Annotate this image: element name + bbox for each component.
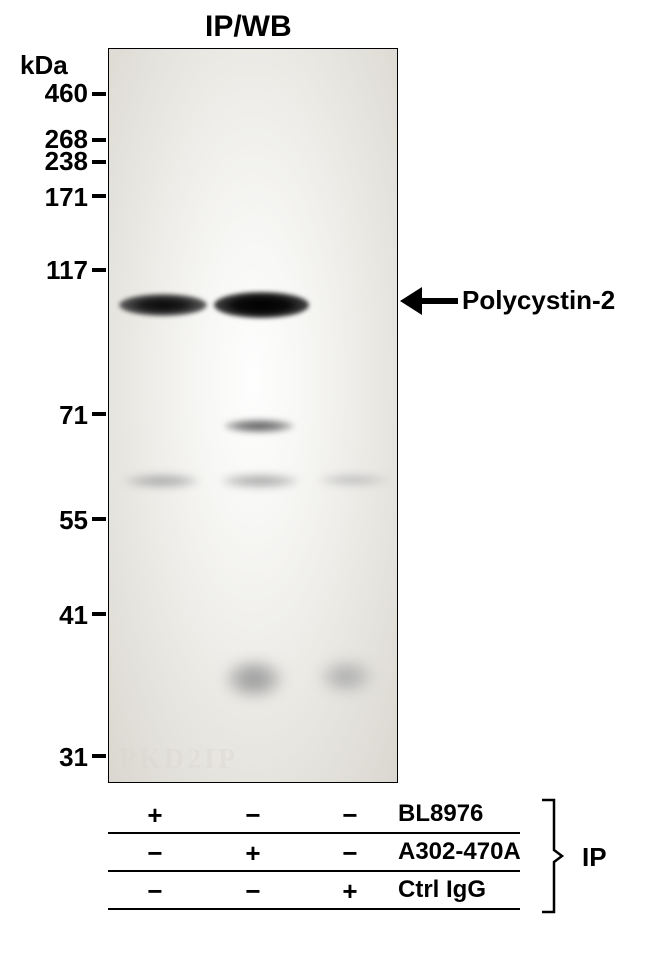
lane2-row3: − (238, 876, 268, 907)
mw-tick-238 (92, 160, 106, 164)
ip-label: IP (582, 842, 607, 873)
mw-tick-117 (92, 268, 106, 272)
antibody-label-1: BL8976 (398, 800, 483, 828)
kda-unit-label: kDa (20, 50, 68, 81)
lane3-row1: − (335, 800, 365, 831)
mw-tick-460 (92, 92, 106, 96)
western-blot-image: PKD2IP (108, 48, 398, 783)
band-lane2-main (214, 292, 309, 318)
lane2-row2: + (238, 838, 268, 869)
table-rule-1 (108, 832, 520, 834)
mw-marker-117: 117 (30, 255, 88, 286)
lane1-row1: + (140, 800, 170, 831)
band-faint-2 (221, 474, 299, 488)
mw-marker-71: 71 (30, 400, 88, 431)
mw-marker-41: 41 (30, 600, 88, 631)
lane1-row3: − (140, 876, 170, 907)
lane2-row1: − (238, 800, 268, 831)
blot-watermark: PKD2IP (119, 744, 238, 776)
mw-marker-55: 55 (30, 505, 88, 536)
lane1-row2: − (140, 838, 170, 869)
ip-brace-icon (540, 796, 572, 916)
antibody-label-2: A302-470A (398, 838, 521, 866)
mw-marker-171: 171 (30, 182, 88, 213)
band-smear-2 (319, 659, 374, 694)
band-lane2-secondary (224, 419, 294, 433)
mw-tick-171 (92, 194, 106, 198)
table-rule-3 (108, 908, 520, 910)
band-smear-1 (224, 659, 284, 699)
lane3-row2: − (335, 838, 365, 869)
figure-title: IP/WB (205, 10, 292, 44)
mw-tick-55 (92, 517, 106, 521)
mw-tick-41 (92, 612, 106, 616)
arrow-shaft (418, 298, 458, 304)
mw-tick-71 (92, 412, 106, 416)
mw-marker-460: 460 (30, 78, 88, 109)
band-faint-1 (124, 474, 199, 488)
mw-marker-238: 238 (30, 146, 88, 177)
mw-marker-31: 31 (30, 742, 88, 773)
lane3-row3: + (335, 876, 365, 907)
protein-name-label: Polycystin-2 (462, 285, 615, 316)
band-faint-3 (319, 474, 389, 486)
mw-tick-268 (92, 138, 106, 142)
antibody-label-3: Ctrl IgG (398, 876, 486, 904)
table-rule-2 (108, 870, 520, 872)
band-lane1-main (119, 294, 207, 316)
mw-tick-31 (92, 754, 106, 758)
figure-container: IP/WB kDa 460 268 238 171 117 71 55 41 3… (0, 0, 650, 975)
